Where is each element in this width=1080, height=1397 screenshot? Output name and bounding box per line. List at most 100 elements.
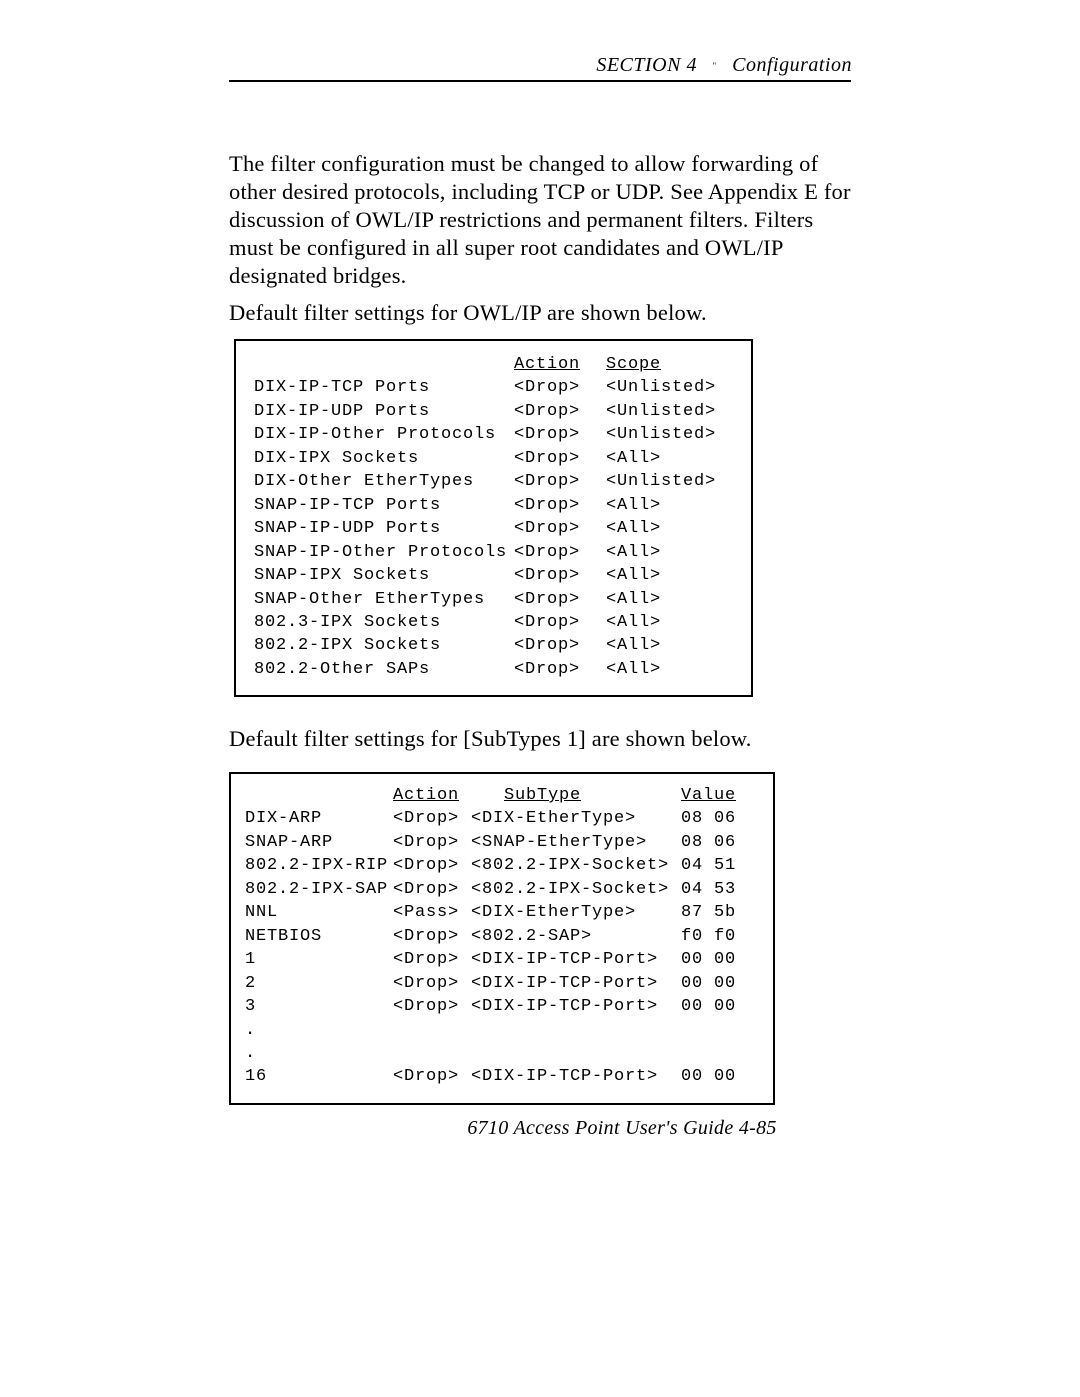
filter-subtype: <DIX-IP-TCP-Port> — [471, 1065, 681, 1088]
table-header-subtype: SubType — [471, 784, 681, 807]
table-row: 802.2-IPX-SAP<Drop><802.2-IPX-Socket>04 … — [245, 878, 759, 901]
filter-scope: <Unlisted> — [606, 423, 726, 446]
filter-action: <Drop> — [514, 541, 606, 564]
filter-action: <Drop> — [393, 925, 471, 948]
paragraph-2: Default filter settings for OWL/IP are s… — [229, 299, 851, 327]
filter-value: 87 5b — [681, 901, 751, 924]
filter-scope: <Unlisted> — [606, 376, 726, 399]
filter-subtype: <802.2-IPX-Socket> — [471, 878, 681, 901]
filter-scope: <All> — [606, 541, 726, 564]
filter-scope: <All> — [606, 611, 726, 634]
filter-action: <Drop> — [393, 1065, 471, 1088]
filter-name: SNAP-IP-Other Protocols — [254, 541, 514, 564]
filter-scope: <Unlisted> — [606, 470, 726, 493]
filter-action — [393, 1019, 471, 1042]
filter-value: 04 53 — [681, 878, 751, 901]
filter-value: 00 00 — [681, 995, 751, 1018]
filter-action: <Drop> — [393, 854, 471, 877]
filter-name: NETBIOS — [245, 925, 393, 948]
filter-action: <Drop> — [514, 611, 606, 634]
table-row: DIX-IP-TCP Ports<Drop><Unlisted> — [254, 376, 733, 399]
page-footer: 6710 Access Point User's Guide 4-85 — [0, 1117, 1080, 1140]
filter-action: <Drop> — [514, 494, 606, 517]
table-row: 802.3-IPX Sockets<Drop><All> — [254, 611, 733, 634]
filter-subtype: <802.2-IPX-Socket> — [471, 854, 681, 877]
filter-name: 802.2-IPX-RIP — [245, 854, 393, 877]
filter-subtype: <DIX-IP-TCP-Port> — [471, 972, 681, 995]
filter-name: DIX-IP-TCP Ports — [254, 376, 514, 399]
paragraph-3: Default filter settings for [SubTypes 1]… — [229, 725, 851, 753]
table-header-blank — [245, 784, 393, 807]
filter-action: <Drop> — [514, 423, 606, 446]
filter-subtype: <DIX-IP-TCP-Port> — [471, 948, 681, 971]
table-row: . — [245, 1019, 759, 1042]
table-row: 802.2-IPX-RIP<Drop><802.2-IPX-Socket>04 … — [245, 854, 759, 877]
filter-subtype — [471, 1042, 681, 1065]
table-header-action: Action — [514, 353, 606, 376]
table-row: SNAP-IP-UDP Ports<Drop><All> — [254, 517, 733, 540]
filter-action — [393, 1042, 471, 1065]
filter-value: 00 00 — [681, 972, 751, 995]
filter-name: DIX-IP-UDP Ports — [254, 400, 514, 423]
table-row: 3<Drop><DIX-IP-TCP-Port>00 00 — [245, 995, 759, 1018]
body-text: The filter configuration must be changed… — [229, 150, 851, 347]
table-row: 802.2-IPX Sockets<Drop><All> — [254, 634, 733, 657]
filter-value: 08 06 — [681, 831, 751, 854]
filter-name: . — [245, 1019, 393, 1042]
filter-name: 802.2-Other SAPs — [254, 658, 514, 681]
section-header: SECTION 4 " Configuration — [596, 54, 852, 77]
filter-value — [681, 1019, 751, 1042]
filter-value: 00 00 — [681, 948, 751, 971]
filter-name: DIX-IP-Other Protocols — [254, 423, 514, 446]
filter-name: NNL — [245, 901, 393, 924]
filter-subtype: <DIX-EtherType> — [471, 901, 681, 924]
filter-scope: <All> — [606, 634, 726, 657]
filter-name: 802.2-IPX-SAP — [245, 878, 393, 901]
filter-action: <Drop> — [514, 376, 606, 399]
table-1-header: Action Scope — [254, 353, 733, 376]
table-row: 2<Drop><DIX-IP-TCP-Port>00 00 — [245, 972, 759, 995]
filter-value: 08 06 — [681, 807, 751, 830]
filter-subtype: <DIX-IP-TCP-Port> — [471, 995, 681, 1018]
filter-action: <Drop> — [514, 658, 606, 681]
filter-name: 802.2-IPX Sockets — [254, 634, 514, 657]
filter-subtype — [471, 1019, 681, 1042]
table-row: SNAP-IP-TCP Ports<Drop><All> — [254, 494, 733, 517]
table-row: 802.2-Other SAPs<Drop><All> — [254, 658, 733, 681]
filter-scope: <All> — [606, 494, 726, 517]
filter-scope: <Unlisted> — [606, 400, 726, 423]
filter-action: <Drop> — [393, 831, 471, 854]
paragraph-1: The filter configuration must be changed… — [229, 150, 851, 289]
filter-subtype: <802.2-SAP> — [471, 925, 681, 948]
filter-scope: <All> — [606, 517, 726, 540]
table-header-blank — [254, 353, 514, 376]
filter-name: SNAP-IPX Sockets — [254, 564, 514, 587]
filter-name: 2 — [245, 972, 393, 995]
filter-table-1: Action Scope DIX-IP-TCP Ports<Drop><Unli… — [234, 339, 753, 697]
filter-value: f0 f0 — [681, 925, 751, 948]
filter-table-2: Action SubType Value DIX-ARP<Drop><DIX-E… — [229, 772, 775, 1105]
filter-action: <Drop> — [514, 447, 606, 470]
table-row: SNAP-IPX Sockets<Drop><All> — [254, 564, 733, 587]
filter-action: <Drop> — [514, 588, 606, 611]
filter-scope: <All> — [606, 588, 726, 611]
table-2-header: Action SubType Value — [245, 784, 759, 807]
header-divider — [229, 80, 851, 82]
table-row: DIX-IP-Other Protocols<Drop><Unlisted> — [254, 423, 733, 446]
filter-name: SNAP-IP-UDP Ports — [254, 517, 514, 540]
filter-action: <Drop> — [514, 634, 606, 657]
table-header-value: Value — [681, 784, 751, 807]
section-title: Configuration — [732, 54, 852, 76]
table-row: SNAP-IP-Other Protocols<Drop><All> — [254, 541, 733, 564]
filter-name: DIX-ARP — [245, 807, 393, 830]
filter-name: DIX-Other EtherTypes — [254, 470, 514, 493]
filter-scope: <All> — [606, 564, 726, 587]
filter-name: 16 — [245, 1065, 393, 1088]
table-row: NNL<Pass><DIX-EtherType>87 5b — [245, 901, 759, 924]
table-row: DIX-ARP<Drop><DIX-EtherType>08 06 — [245, 807, 759, 830]
filter-action: <Drop> — [393, 972, 471, 995]
filter-name: 802.3-IPX Sockets — [254, 611, 514, 634]
filter-action: <Pass> — [393, 901, 471, 924]
filter-subtype: <DIX-EtherType> — [471, 807, 681, 830]
filter-action: <Drop> — [393, 948, 471, 971]
